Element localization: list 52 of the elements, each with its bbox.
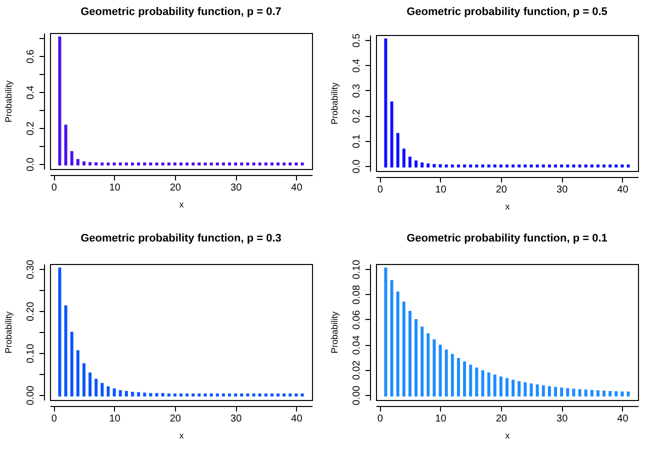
x-tick-label: 30 bbox=[556, 414, 568, 424]
x-tick-label: 40 bbox=[291, 414, 303, 424]
y-tick-label: 0.10 bbox=[26, 343, 36, 364]
chart-title: Geometric probability function, p = 0.5 bbox=[406, 6, 608, 18]
y-tick-label: 0.06 bbox=[352, 310, 362, 330]
y-tick-label: 0.30 bbox=[26, 259, 36, 280]
x-tick-label: 10 bbox=[109, 414, 121, 424]
y-axis-title: Probability bbox=[4, 80, 14, 123]
y-tick-label: 0.04 bbox=[352, 334, 362, 355]
x-tick-label: 20 bbox=[496, 184, 508, 196]
chart-title: Geometric probability function, p = 0.7 bbox=[80, 6, 282, 18]
y-tick-label: 0.00 bbox=[26, 385, 36, 406]
x-tick-label: 30 bbox=[230, 414, 242, 424]
y-tick-label: 0.08 bbox=[352, 284, 362, 304]
y-tick-label: 0.10 bbox=[352, 259, 362, 280]
x-tick-label: 40 bbox=[617, 414, 629, 424]
x-tick-label: 20 bbox=[170, 182, 182, 194]
x-tick-label: 0 bbox=[51, 182, 58, 194]
y-tick-label: 0.6 bbox=[26, 49, 36, 64]
y-tick-label: 0.0 bbox=[26, 157, 36, 172]
y-tick-label: 0.3 bbox=[352, 84, 362, 98]
chart-title: Geometric probability function, p = 0.3 bbox=[80, 232, 282, 244]
x-tick-label: 30 bbox=[556, 184, 568, 196]
y-tick-label: 0.2 bbox=[352, 108, 362, 124]
x-axis-title: x bbox=[505, 430, 510, 440]
x-tick-label: 10 bbox=[435, 414, 447, 424]
x-tick-label: 20 bbox=[496, 414, 508, 424]
y-tick-label: 0.4 bbox=[352, 58, 362, 73]
x-axis-title: x bbox=[505, 202, 510, 212]
y-axis-title: Probability bbox=[330, 82, 340, 125]
chart-title: Geometric probability function, p = 0.1 bbox=[406, 232, 608, 244]
x-tick-label: 20 bbox=[170, 414, 182, 424]
x-axis-title: x bbox=[179, 200, 184, 210]
x-tick-label: 0 bbox=[51, 414, 58, 424]
y-tick-label: 0.20 bbox=[26, 301, 36, 322]
y-tick-label: 0.5 bbox=[352, 33, 362, 48]
x-tick-label: 0 bbox=[377, 184, 384, 196]
x-tick-label: 0 bbox=[377, 414, 384, 424]
y-tick-label: 0.0 bbox=[352, 159, 362, 174]
y-tick-label: 0.2 bbox=[26, 121, 36, 136]
x-tick-label: 10 bbox=[109, 182, 121, 194]
x-tick-label: 40 bbox=[291, 182, 303, 194]
y-axis-title: Probability bbox=[4, 310, 14, 354]
y-tick-label: 0.02 bbox=[352, 360, 362, 380]
x-axis-title: x bbox=[179, 430, 184, 440]
y-tick-label: 0.1 bbox=[352, 134, 362, 148]
y-tick-label: 0.4 bbox=[26, 85, 36, 100]
x-tick-label: 30 bbox=[230, 182, 242, 194]
y-axis-title: Probability bbox=[330, 310, 340, 354]
x-tick-label: 10 bbox=[435, 184, 447, 196]
x-tick-label: 40 bbox=[617, 184, 629, 196]
y-tick-label: 0.00 bbox=[352, 385, 362, 406]
